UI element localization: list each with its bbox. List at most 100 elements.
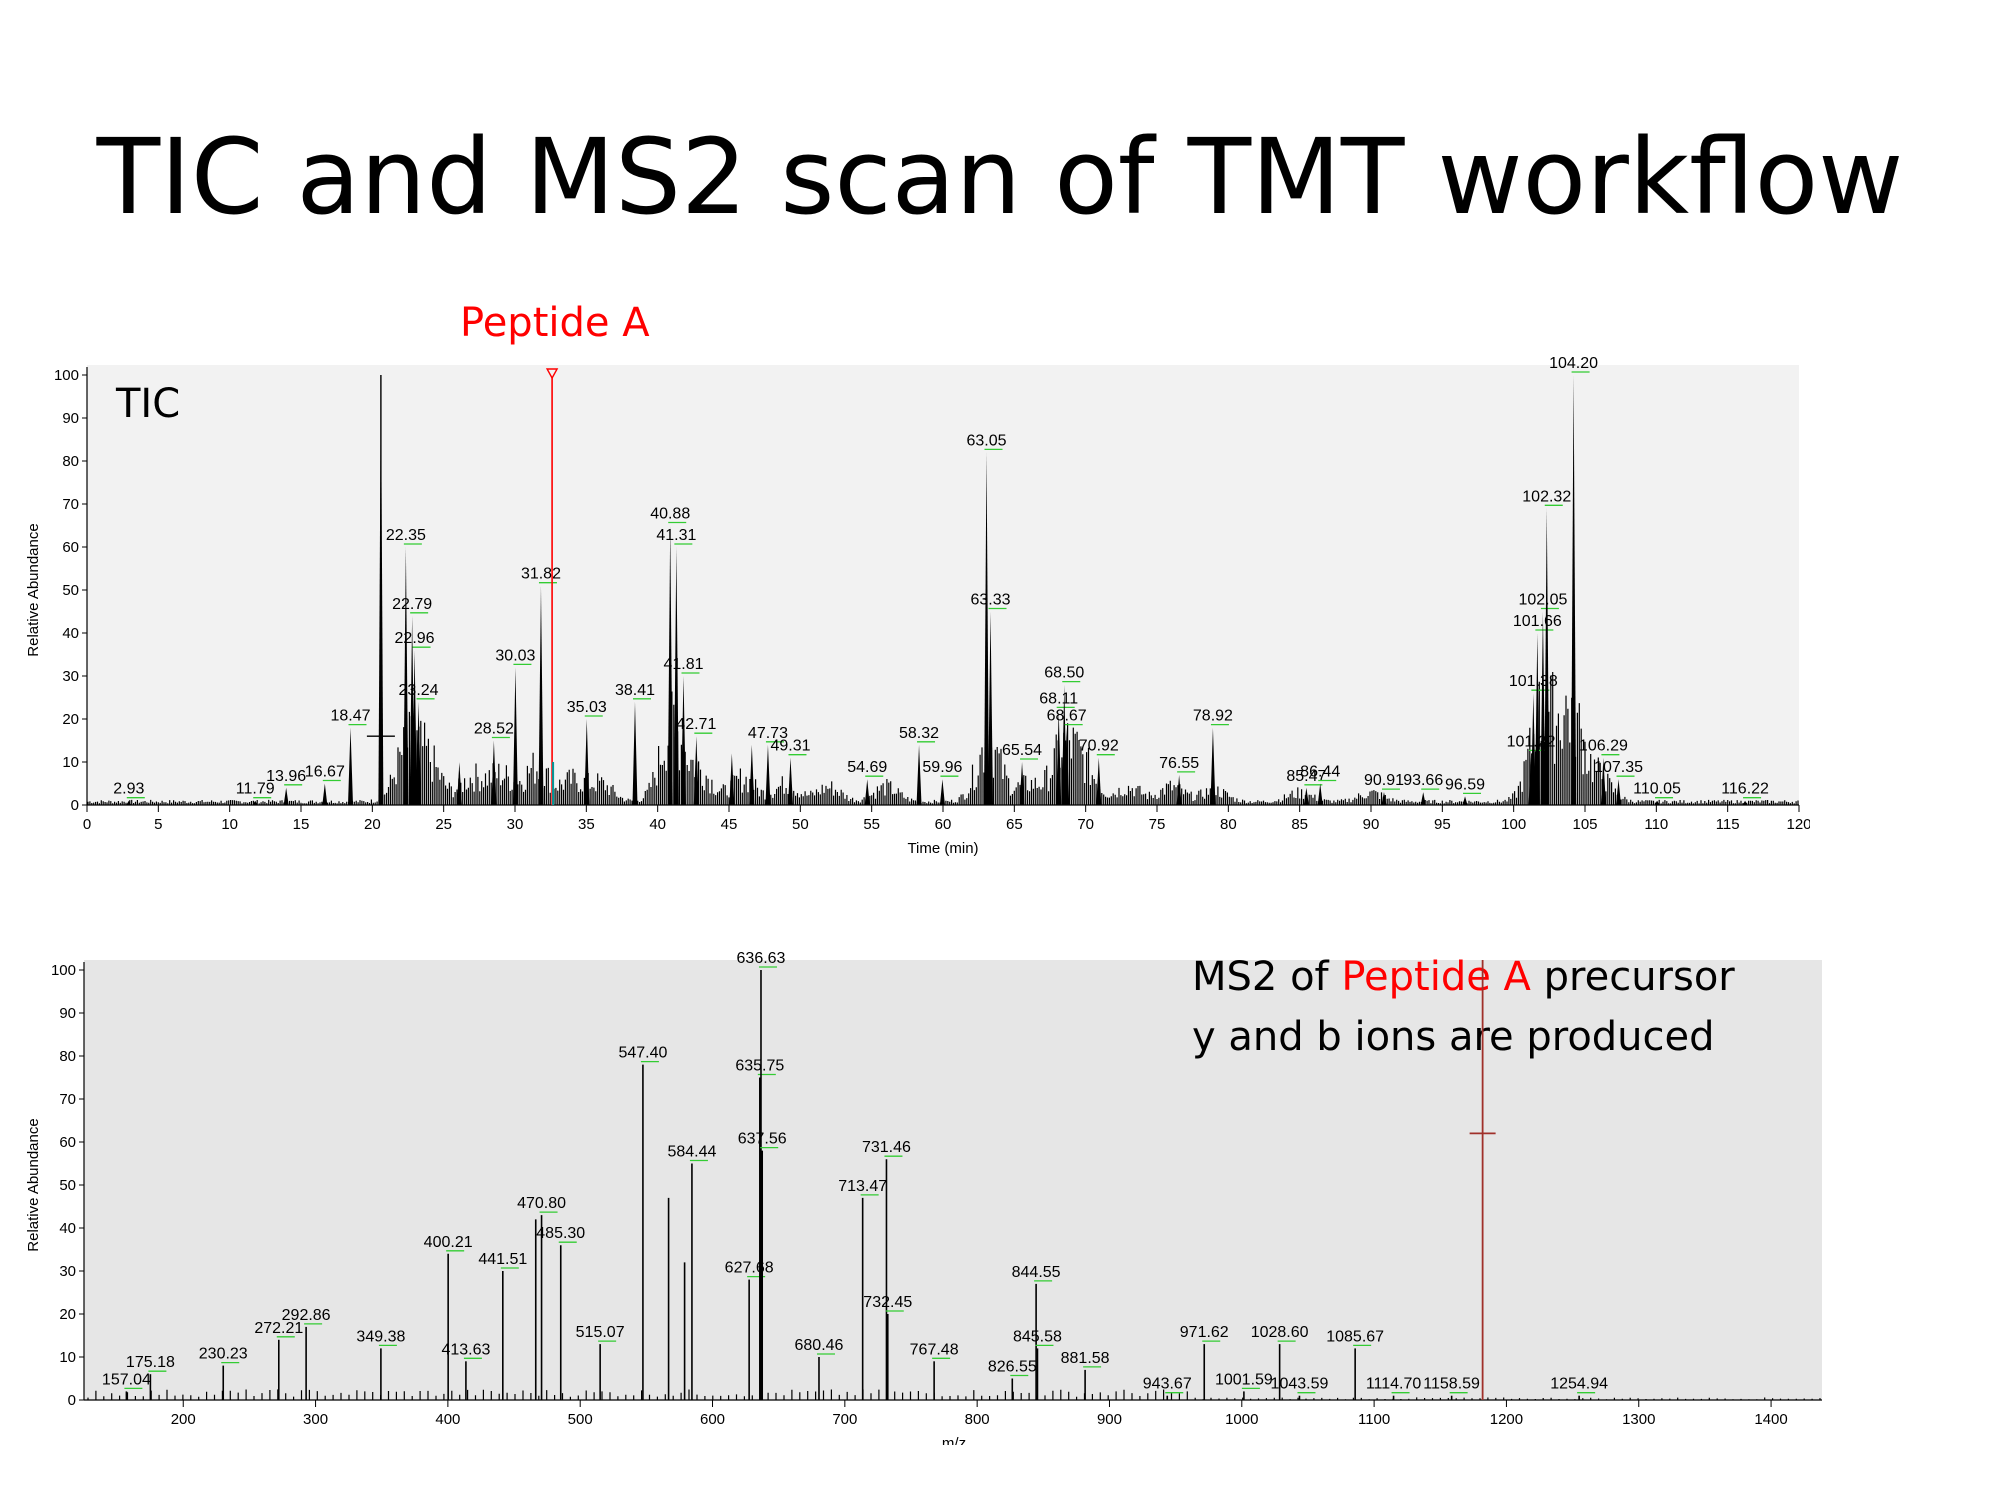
peak-mark bbox=[512, 667, 518, 805]
x-tick-label: 65 bbox=[1006, 816, 1023, 833]
y-tick-label: 60 bbox=[59, 1134, 76, 1151]
peak-label: 1085.67 bbox=[1326, 1328, 1384, 1345]
peak-label: 22.79 bbox=[392, 596, 432, 613]
peak-label: 767.48 bbox=[910, 1341, 959, 1358]
peak-mark bbox=[252, 800, 258, 805]
peak-mark bbox=[787, 757, 793, 805]
ms2-inset-line: y and b ions are produced bbox=[1192, 1014, 1715, 1060]
peak-label: 40.88 bbox=[650, 506, 690, 523]
peak-label: 826.55 bbox=[988, 1359, 1037, 1376]
y-tick-label: 50 bbox=[62, 582, 79, 599]
peak-label: 732.45 bbox=[863, 1294, 912, 1311]
x-axis-label: Time (min) bbox=[907, 840, 978, 857]
baseline-noise bbox=[87, 1389, 1821, 1400]
y-tick-label: 20 bbox=[59, 1306, 76, 1323]
x-tick-label: 40 bbox=[649, 816, 666, 833]
peak-label: 54.69 bbox=[847, 759, 887, 776]
peak-mark bbox=[1064, 727, 1070, 805]
peak-label: 844.55 bbox=[1012, 1264, 1061, 1281]
peak-mark bbox=[693, 736, 699, 805]
peak-label: 101.66 bbox=[1513, 613, 1562, 630]
peak-mark bbox=[1654, 800, 1660, 805]
peak-mark bbox=[1176, 774, 1182, 805]
x-tick-label: 35 bbox=[578, 816, 595, 833]
peak-label: 731.46 bbox=[862, 1139, 911, 1156]
x-tick-label: 100 bbox=[1501, 816, 1526, 833]
peak-label: 68.50 bbox=[1044, 665, 1084, 682]
x-tick-label: 200 bbox=[171, 1411, 196, 1428]
peak-label: 58.32 bbox=[899, 725, 939, 742]
x-tick-label: 400 bbox=[435, 1411, 460, 1428]
peak-mark bbox=[988, 611, 994, 805]
x-tick-label: 300 bbox=[303, 1411, 328, 1428]
peak-mark bbox=[348, 727, 354, 805]
peak-label: 90.91 bbox=[1364, 772, 1404, 789]
peak-label: 635.75 bbox=[735, 1058, 784, 1075]
y-tick-label: 50 bbox=[59, 1177, 76, 1194]
peak-label: 93.66 bbox=[1403, 772, 1443, 789]
peak-label: 18.47 bbox=[330, 708, 370, 725]
y-axis-label: Relative Abundance bbox=[25, 1118, 42, 1251]
peptide-a-marker-arrow bbox=[545, 368, 559, 380]
baseline-noise bbox=[87, 672, 1799, 805]
y-tick-label: 0 bbox=[68, 1392, 76, 1409]
ms2-inset-peptide-text: Peptide A bbox=[1341, 954, 1531, 1000]
peak-label: 584.44 bbox=[667, 1144, 716, 1161]
peak-mark bbox=[1540, 611, 1546, 805]
peak-label: 41.31 bbox=[656, 527, 696, 544]
peak-mark bbox=[491, 740, 497, 805]
peak-mark bbox=[1019, 762, 1025, 805]
x-tick-label: 20 bbox=[364, 816, 381, 833]
peak-label: 1254.94 bbox=[1550, 1376, 1608, 1393]
peak-label: 23.24 bbox=[399, 682, 439, 699]
peak-mark bbox=[1210, 727, 1216, 805]
peak-label: 627.68 bbox=[725, 1260, 774, 1277]
peak-label: 1028.60 bbox=[1251, 1324, 1309, 1341]
x-tick-label: 60 bbox=[935, 816, 952, 833]
peak-label: 16.67 bbox=[305, 764, 345, 781]
peak-mark bbox=[412, 650, 418, 805]
peak-mark bbox=[456, 762, 462, 805]
y-tick-label: 30 bbox=[59, 1263, 76, 1280]
peak-label: 101.38 bbox=[1509, 673, 1558, 690]
x-tick-label: 75 bbox=[1149, 816, 1166, 833]
peak-label: 102.32 bbox=[1522, 488, 1571, 505]
peak-label: 22.35 bbox=[386, 527, 426, 544]
peak-label: 470.80 bbox=[517, 1195, 566, 1212]
peak-label: 13.96 bbox=[266, 768, 306, 785]
peptide-a-label: Peptide A bbox=[460, 300, 650, 346]
x-tick-label: 1400 bbox=[1754, 1411, 1787, 1428]
peak-label: 63.05 bbox=[966, 432, 1006, 449]
y-tick-label: 60 bbox=[62, 539, 79, 556]
y-tick-label: 70 bbox=[62, 496, 79, 513]
peak-mark bbox=[283, 787, 289, 805]
x-tick-label: 1200 bbox=[1490, 1411, 1523, 1428]
peak-mark bbox=[1420, 792, 1426, 805]
peak-label: 1043.59 bbox=[1271, 1376, 1329, 1393]
peak-label: 1114.70 bbox=[1366, 1376, 1422, 1393]
peak-label: 1001.59 bbox=[1215, 1371, 1273, 1388]
y-tick-label: 100 bbox=[54, 367, 79, 384]
peak-mark bbox=[1530, 693, 1536, 805]
x-axis-label: m/z bbox=[942, 1435, 966, 1445]
peak-label: 1158.59 bbox=[1423, 1376, 1480, 1393]
peak-label: 881.58 bbox=[1061, 1350, 1110, 1367]
peak-label: 11.79 bbox=[236, 781, 275, 798]
peak-label: 230.23 bbox=[199, 1346, 248, 1363]
x-tick-label: 105 bbox=[1572, 816, 1597, 833]
peak-mark bbox=[749, 744, 755, 805]
y-tick-label: 40 bbox=[59, 1220, 76, 1237]
peak-label: 41.81 bbox=[663, 656, 703, 673]
peak-mark bbox=[1096, 757, 1102, 805]
x-tick-label: 5 bbox=[154, 816, 162, 833]
peak-label: 713.47 bbox=[838, 1178, 887, 1195]
peak-label: 47.73 bbox=[748, 725, 788, 742]
peak-label: 106.29 bbox=[1579, 738, 1628, 755]
peak-label: 636.63 bbox=[737, 950, 786, 967]
peak-mark bbox=[984, 452, 990, 805]
x-tick-label: 500 bbox=[568, 1411, 593, 1428]
peak-mark bbox=[680, 676, 686, 805]
peak-label: 49.31 bbox=[770, 738, 810, 755]
peak-mark bbox=[1462, 796, 1468, 805]
